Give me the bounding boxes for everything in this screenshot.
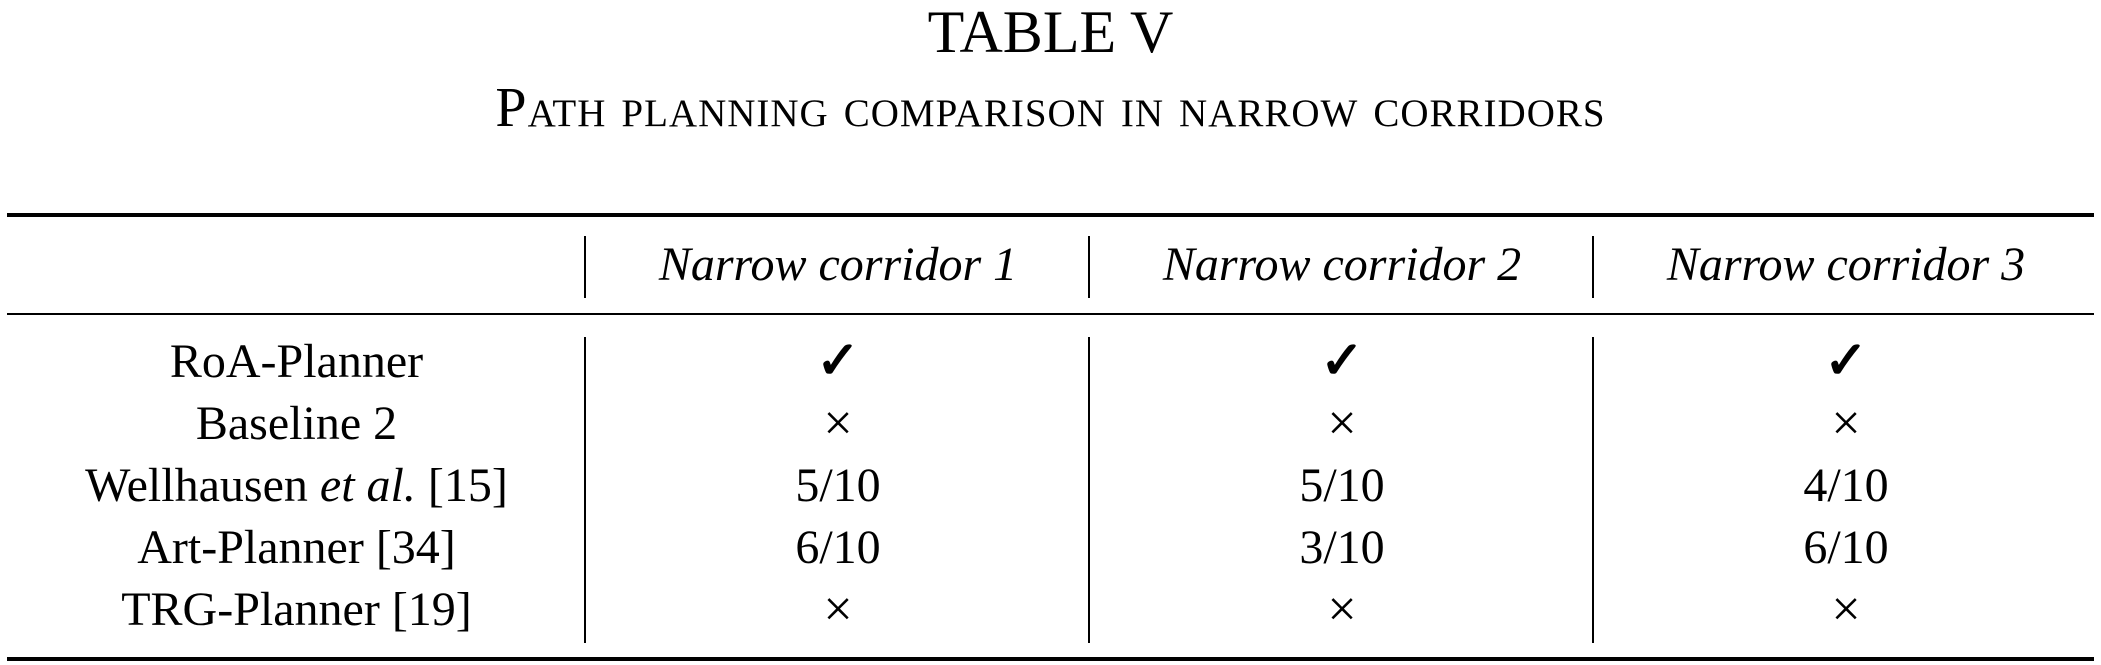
header-divider-3 [1592,236,1594,298]
success-rate: 6/10 [1803,521,1889,574]
method-name: Baseline 2 [195,397,398,450]
column-header-corridor-1: Narrow corridor 1 [658,238,1018,291]
body-divider-1 [584,337,586,643]
cross-icon: × [823,395,853,452]
success-rate: 5/10 [1299,459,1385,512]
body-divider-2 [1088,337,1090,643]
success-rate: 5/10 [795,459,881,512]
check-icon: ✓ [1320,333,1364,390]
success-rate: 6/10 [795,521,881,574]
header-divider-1 [584,236,586,298]
method-name: Wellhausen et al. [15] [10,456,583,516]
method-name-suffix: [15] [415,459,508,512]
cross-icon: × [1831,395,1861,452]
column-header-corridor-3: Narrow corridor 3 [1666,238,2026,291]
method-name-italic: et al. [319,459,416,512]
success-rate: 4/10 [1803,459,1889,512]
bottom-rule [7,657,2094,661]
table-label: TABLE V [927,0,1174,65]
method-name: Art-Planner [34] [137,521,456,574]
check-icon: ✓ [1824,333,1868,390]
cross-icon: × [1327,581,1357,638]
cross-icon: × [1327,395,1357,452]
check-icon: ✓ [816,333,860,390]
column-header-corridor-2: Narrow corridor 2 [1162,238,1522,291]
table-caption: Path planning comparison in narrow corri… [495,77,1606,139]
body-divider-3 [1592,337,1594,643]
method-name: TRG-Planner [19] [121,583,472,636]
header-divider-2 [1088,236,1090,298]
method-name: RoA-Planner [169,335,424,388]
top-rule [7,213,2094,217]
cross-icon: × [823,581,853,638]
success-rate: 3/10 [1299,521,1385,574]
cross-icon: × [1831,581,1861,638]
header-rule [7,313,2094,315]
method-name-prefix: Wellhausen [85,459,320,512]
